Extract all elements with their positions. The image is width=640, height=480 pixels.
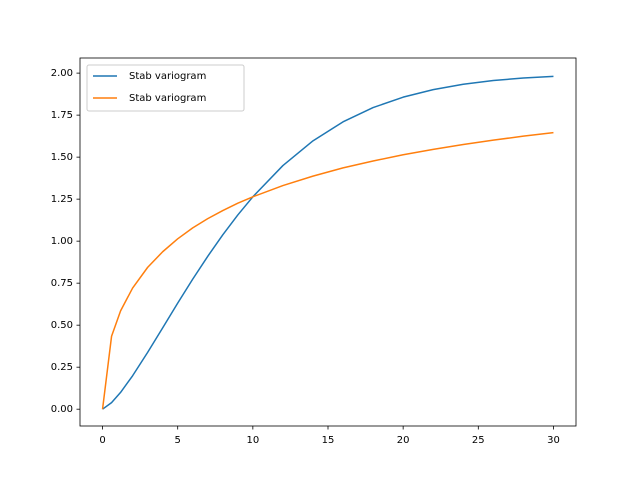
y-tick-label: 1.25: [51, 194, 73, 205]
y-tick-label: 2.00: [51, 68, 73, 79]
plot-frame: [79, 57, 577, 427]
y-tick-label: 1.50: [51, 152, 73, 163]
legend-label: Stab variogram: [129, 93, 206, 104]
x-tick-label: 10: [246, 435, 259, 446]
series-line: [101, 131, 554, 410]
x-tick-label: 5: [175, 435, 181, 446]
legend-label: Stab variogram: [129, 71, 206, 82]
y-tick-label: 0.75: [51, 278, 73, 289]
x-tick-label: 30: [547, 435, 560, 446]
x-tick-label: 25: [472, 435, 485, 446]
y-tick-label: 1.00: [51, 236, 73, 247]
series-line: [102, 75, 554, 410]
y-tick-label: 0.50: [51, 320, 73, 331]
x-tick-label: 20: [397, 435, 410, 446]
y-tick-label: 0.00: [51, 404, 73, 415]
y-tick-label: 0.25: [51, 362, 73, 373]
y-tick-label: 1.75: [51, 110, 73, 121]
legend-box: [86, 64, 245, 112]
x-tick-label: 0: [99, 435, 105, 446]
x-tick-label: 15: [322, 435, 335, 446]
